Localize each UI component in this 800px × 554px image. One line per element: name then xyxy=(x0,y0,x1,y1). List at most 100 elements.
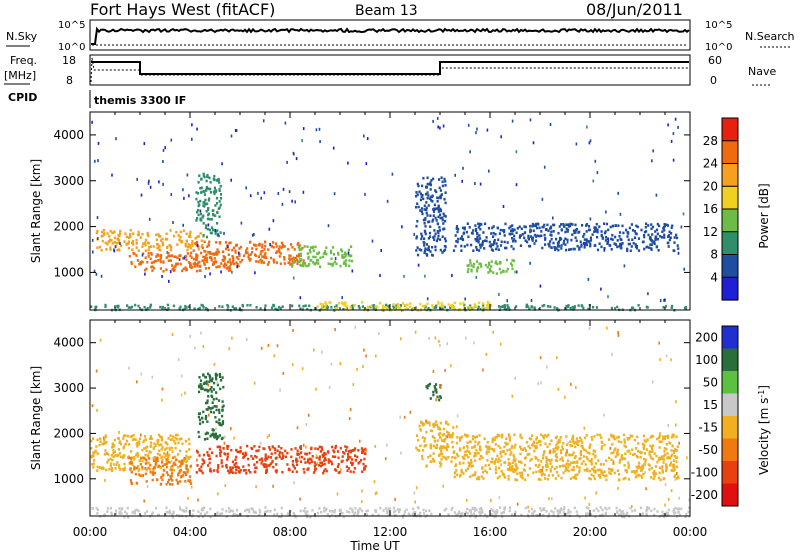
power-cell xyxy=(324,304,327,308)
velocity-cell xyxy=(467,464,471,468)
velocity-cell xyxy=(439,395,442,398)
velocity-cell xyxy=(626,512,629,516)
power-cell xyxy=(523,231,526,235)
power-cell xyxy=(444,215,447,218)
velocity-cell xyxy=(673,448,676,451)
velocity-cell xyxy=(571,437,574,441)
power-cell xyxy=(257,255,260,258)
velocity-cell xyxy=(95,506,98,510)
velocity-cell xyxy=(439,464,442,468)
velocity-cell xyxy=(499,450,502,454)
velocity-cell xyxy=(493,449,496,453)
velocity-cell xyxy=(665,469,668,473)
power-cell xyxy=(537,223,540,226)
velocity-cell xyxy=(160,455,163,459)
power-cell xyxy=(565,223,568,226)
velocity-cell xyxy=(673,454,677,458)
velocity-cell xyxy=(471,506,474,510)
velocity-cell xyxy=(640,474,643,478)
power-cell xyxy=(231,248,234,252)
velocity-cell xyxy=(349,449,352,453)
power-cell xyxy=(648,246,651,250)
power-cell xyxy=(233,307,236,310)
velocity-cell xyxy=(530,437,533,441)
velocity-cell xyxy=(187,456,190,459)
velocity-cell xyxy=(580,462,583,466)
power-cell xyxy=(150,265,153,269)
velocity-cell xyxy=(171,483,174,486)
power-cell xyxy=(350,259,354,263)
power-cell xyxy=(616,305,619,309)
power-cell xyxy=(109,229,112,233)
power-cell xyxy=(186,173,189,177)
power-cell xyxy=(479,237,482,240)
velocity-cell xyxy=(485,452,488,455)
velocity-cell xyxy=(238,450,241,454)
velocity-cell xyxy=(529,446,532,450)
velocity-cell xyxy=(215,397,218,401)
power-cell xyxy=(277,192,280,195)
velocity-cell xyxy=(425,464,428,467)
power-cell xyxy=(278,250,281,254)
velocity-cell xyxy=(353,448,356,452)
velocity-cell xyxy=(422,508,425,512)
velocity-cell xyxy=(306,458,310,462)
velocity-cell xyxy=(152,459,155,463)
power-cell xyxy=(281,245,284,248)
velocity-cell xyxy=(221,409,224,412)
power-cell xyxy=(169,254,172,258)
velocity-cell xyxy=(110,462,113,465)
velocity-cell xyxy=(331,445,334,449)
power-cell xyxy=(485,239,488,243)
velocity-cell xyxy=(659,432,661,436)
power-cell xyxy=(500,240,503,244)
velocity-cell xyxy=(231,460,235,464)
power-cell xyxy=(185,306,188,309)
velocity-cell xyxy=(450,460,453,463)
velocity-cell xyxy=(197,430,200,434)
power-cell xyxy=(431,305,434,309)
velocity-cell xyxy=(137,469,140,473)
velocity-cell xyxy=(310,460,314,464)
velocity-cell xyxy=(308,451,311,455)
power-cell xyxy=(427,307,430,310)
velocity-cell xyxy=(306,515,309,519)
power-cell xyxy=(508,232,511,236)
power-cell xyxy=(482,302,485,305)
power-cell xyxy=(286,160,288,164)
velocity-cell xyxy=(324,468,327,471)
velocity-cell xyxy=(530,507,533,511)
velocity-cell xyxy=(539,440,542,443)
power-cell xyxy=(578,246,581,250)
velocity-cell xyxy=(336,450,340,453)
power-cell xyxy=(178,238,181,242)
power-cell xyxy=(560,237,563,241)
velocity-cell xyxy=(478,511,481,514)
velocity-cell xyxy=(336,465,339,468)
power-cell xyxy=(479,182,482,186)
velocity-cell xyxy=(250,507,253,510)
velocity-cell xyxy=(174,463,177,467)
velocity-cell xyxy=(104,478,106,482)
velocity-cell xyxy=(571,453,574,457)
power-cell xyxy=(566,305,570,308)
power-cell xyxy=(183,256,186,260)
power-cell xyxy=(333,260,337,264)
velocity-cell xyxy=(200,469,203,473)
power-cell xyxy=(444,239,447,243)
power-cell xyxy=(226,245,229,249)
velocity-cell xyxy=(662,437,665,441)
velocity-cell xyxy=(541,472,544,475)
velocity-cell xyxy=(248,510,251,514)
power-cell xyxy=(466,243,469,247)
velocity-cell xyxy=(214,512,217,516)
power-cell xyxy=(469,259,472,262)
velocity-cell xyxy=(650,434,653,438)
power-cell xyxy=(425,185,428,189)
power-cell xyxy=(184,255,188,258)
power-cell xyxy=(441,235,444,238)
power-cell xyxy=(319,265,322,269)
power-cell xyxy=(188,233,191,236)
velocity-cell xyxy=(572,441,576,445)
power-cell xyxy=(428,235,432,238)
